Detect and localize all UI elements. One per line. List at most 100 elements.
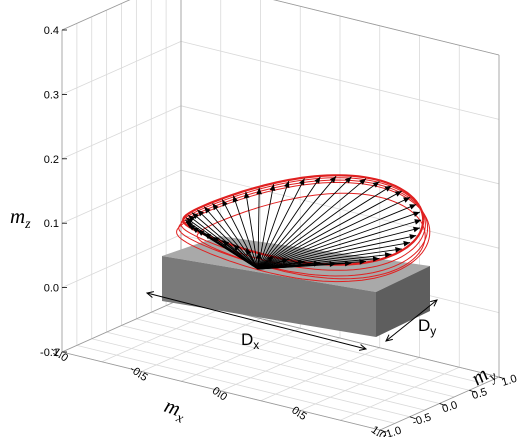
moment-arrow-head (232, 195, 239, 203)
moment-arrow (257, 235, 417, 270)
moment-arrow-head (256, 187, 262, 195)
moment-arrow-head (409, 234, 417, 240)
moment-arrow (257, 176, 321, 270)
z-tick-label: 0.0 (44, 283, 59, 295)
moment-arrow (257, 181, 380, 270)
moment-arrow-head (222, 199, 228, 207)
dimension-label-dx-sub: x (253, 338, 259, 352)
moment-arrow (185, 217, 259, 270)
x-tick-label: 0.5 (289, 404, 308, 423)
x-tick-label: 0.0 (210, 385, 229, 404)
moment-arrow (203, 206, 259, 270)
moment-arrow-head (344, 260, 352, 267)
moment-arrow-head (284, 181, 290, 188)
moment-arrow-head (299, 178, 305, 186)
moment-arrow-head (314, 176, 321, 184)
dimension-label-dy-sub: y (430, 324, 436, 338)
x-tick-label: -0.5 (127, 363, 149, 384)
z-tick-label: 0.2 (44, 154, 59, 166)
moment-arrow-head (329, 176, 337, 183)
block-side (376, 266, 430, 337)
loop-group (176, 174, 431, 283)
frame-edge (61, 298, 182, 353)
moment-arrow-head (359, 178, 366, 185)
moment-arrow-head (403, 240, 411, 247)
moment-arrow (257, 211, 421, 270)
moment-arrow-head (372, 181, 380, 188)
floor-grid-line (121, 325, 440, 404)
moment-arrow-head (269, 184, 276, 191)
dimension-label-dy-main: D (418, 316, 430, 335)
dimension-arrow-dy-head (385, 334, 393, 342)
x-tick-mark (58, 351, 63, 359)
floor-grid-line (340, 366, 460, 421)
z-axis-label: mz (10, 204, 31, 232)
frame-group (61, 0, 500, 431)
floor-grid-line (151, 311, 470, 391)
z-axis-label-main: m (10, 204, 25, 228)
moment-arrow-head (372, 256, 380, 262)
moment-arrow-head (413, 226, 420, 233)
dimension-label-dy: Dy (418, 316, 436, 338)
loop-curve (196, 192, 426, 280)
moment-arrow-head (414, 219, 422, 225)
y-tick-label: 1.0 (500, 373, 518, 389)
floor-grid-line (300, 357, 420, 411)
y-tick-mark (439, 403, 446, 406)
dimension-arrow-dx-head (359, 344, 368, 351)
dimension-label-dx-main: D (241, 330, 253, 349)
wall-grid-line (61, 105, 182, 160)
floor-grid-line (260, 347, 380, 402)
moment-arrow-head (204, 206, 211, 214)
moment-arrow-head (409, 204, 417, 210)
moment-arrow (257, 262, 321, 270)
moment-arrow (257, 190, 403, 270)
y-tick-mark (379, 429, 387, 433)
moment-arrow (257, 184, 275, 270)
wall-grid-line (61, 41, 182, 95)
moment-arrow-head (243, 191, 250, 199)
x-tick-mark (376, 429, 381, 437)
moment-arrow (257, 204, 417, 270)
wall-grid-line (180, 41, 500, 120)
dimension-arrow-dy-head (430, 299, 438, 307)
moment-arrow-head (403, 197, 411, 203)
moment-arrow (212, 203, 259, 270)
x-tick-mark (297, 410, 301, 417)
frame-edge (273, 0, 500, 56)
block-front (162, 256, 376, 337)
moment-arrow (245, 191, 259, 270)
moment-arrow (232, 195, 259, 270)
z-tick-label: 0.3 (44, 89, 59, 101)
y-tick-mark (498, 376, 506, 380)
moment-arrow (197, 209, 259, 270)
x-tick-mark (217, 390, 222, 398)
moment-arrow-head (413, 211, 420, 217)
moment-arrow-head (197, 209, 204, 217)
wall-grid-line (61, 169, 182, 224)
moment-arrow (257, 176, 352, 270)
wall-grid-line (180, 169, 500, 249)
y-tick-mark (469, 389, 476, 393)
moment-arrow (257, 180, 290, 270)
y-tick-label: 0.5 (471, 386, 489, 402)
y-tick-mark (409, 416, 416, 420)
loop-curve (176, 181, 431, 283)
moment-arrow-head (384, 252, 392, 258)
dimension-arrow-dx-head (145, 291, 154, 298)
moment-arrow (257, 261, 305, 270)
dimension-group (145, 291, 438, 351)
moment-arrow-head (297, 259, 305, 266)
moment-arrow (187, 214, 259, 270)
dimension-label-dx: Dx (241, 330, 259, 352)
z-tick-label: 0.1 (44, 218, 59, 230)
moment-arrow-head (395, 247, 402, 253)
moment-arrow-head (344, 176, 352, 184)
grid-group (61, 0, 500, 431)
moment-arrow (257, 196, 411, 270)
moment-arrow (257, 185, 392, 270)
wall-grid-line (180, 105, 500, 185)
moment-arrow (257, 175, 337, 270)
